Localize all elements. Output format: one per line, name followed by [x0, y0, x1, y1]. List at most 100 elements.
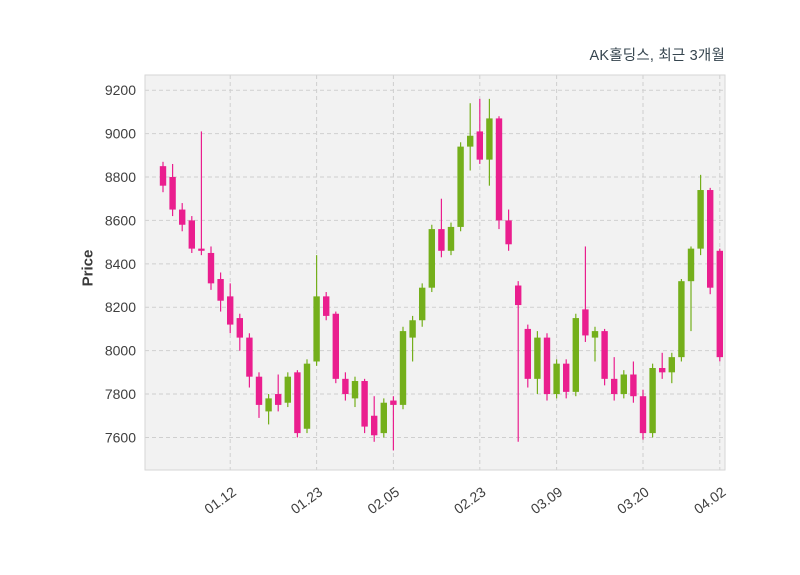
candle [179, 203, 186, 232]
candle [323, 292, 330, 321]
candle-body [707, 190, 714, 288]
y-tick-label: 7600 [105, 429, 136, 445]
chart-title: AK홀딩스, 최근 3개월 [589, 48, 725, 64]
candle [380, 398, 387, 438]
candle [486, 98, 493, 186]
candle [630, 361, 637, 403]
candle [716, 248, 723, 362]
candle [707, 187, 714, 295]
candle [591, 326, 599, 362]
candle-body [611, 378, 618, 395]
candle [563, 359, 570, 399]
candle [582, 246, 589, 342]
candle-body [246, 337, 253, 377]
candle [678, 279, 685, 362]
candle [543, 333, 551, 401]
candle [342, 372, 349, 401]
candle-body [419, 287, 426, 321]
candle-body [390, 400, 397, 405]
candle-body [543, 337, 551, 395]
y-axis-ticks: 7600 7800 8000 8200 8400 8600 8800 9000 9200 [105, 82, 136, 445]
candles-layer [159, 98, 723, 451]
y-tick-label: 8400 [105, 256, 136, 272]
candle-body [332, 313, 339, 379]
candle-body [697, 190, 704, 249]
candle [255, 372, 263, 418]
candle [265, 394, 272, 425]
candle-body [399, 331, 407, 405]
candle-body [294, 372, 301, 434]
y-tick-label: 8800 [105, 169, 136, 185]
candle-body [505, 220, 512, 245]
candle [534, 331, 541, 395]
candle [697, 174, 704, 256]
candle-body [409, 320, 416, 338]
y-tick-label: 8600 [105, 212, 136, 228]
candle [313, 255, 320, 366]
candle [361, 378, 368, 434]
candle-body [217, 279, 224, 301]
candle [227, 283, 234, 334]
candle [409, 315, 416, 362]
candle-body [659, 367, 666, 373]
x-tick-label: 02.23 [451, 483, 489, 517]
candle-body [601, 331, 608, 379]
candle [419, 283, 426, 327]
candle-body [620, 374, 627, 395]
candle [303, 359, 311, 434]
candle-body [678, 281, 685, 358]
candle [332, 311, 339, 384]
candle-body [467, 135, 474, 147]
candle-body [275, 394, 282, 405]
candle-body [572, 318, 579, 392]
candle [351, 376, 359, 408]
candle-body [524, 328, 531, 379]
candle [495, 116, 503, 230]
candle [198, 131, 205, 256]
candle-body [265, 398, 272, 412]
candle-body [534, 337, 541, 379]
candle [438, 198, 445, 258]
x-tick-label: 03.09 [528, 483, 566, 517]
plot-border [144, 74, 726, 471]
candle [399, 326, 407, 410]
candle [572, 313, 579, 397]
y-tick-label: 8000 [105, 343, 136, 359]
candle [515, 281, 522, 442]
x-tick-label: 01.23 [288, 483, 326, 517]
candle [601, 328, 608, 386]
candle [428, 224, 435, 293]
candle-body [159, 166, 167, 186]
candle [639, 389, 647, 440]
candle [457, 142, 464, 232]
y-tick-label: 8200 [105, 299, 136, 315]
candle-body [447, 226, 455, 251]
candle [284, 372, 291, 408]
candle-body [582, 309, 589, 336]
candle [159, 161, 167, 193]
candle-body [236, 318, 243, 338]
candle-body [649, 367, 656, 434]
candle-body [563, 363, 570, 392]
candle-body [342, 378, 349, 395]
candle-body [284, 376, 291, 403]
candle [188, 216, 195, 253]
candle-body [630, 374, 637, 397]
x-tick-label: 01.12 [201, 483, 239, 517]
candle [649, 363, 656, 438]
y-tick-label: 7800 [105, 386, 136, 402]
candle [611, 357, 618, 401]
candle-body [380, 402, 387, 434]
y-tick-label: 9200 [105, 82, 136, 98]
candle [553, 359, 560, 399]
candle [275, 374, 282, 412]
y-axis-label: Price [79, 249, 97, 287]
candle [246, 333, 253, 388]
candle-body [169, 177, 176, 210]
candle [620, 370, 627, 399]
candle [668, 352, 675, 384]
x-tick-label: 02.05 [364, 483, 402, 517]
candle-body [179, 209, 186, 225]
